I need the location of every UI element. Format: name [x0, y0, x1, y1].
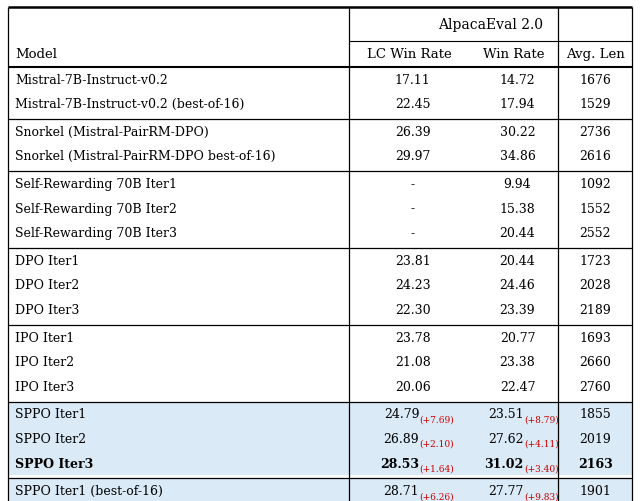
- Text: 23.38: 23.38: [500, 356, 535, 368]
- Text: (+4.11): (+4.11): [524, 439, 559, 448]
- Text: 24.23: 24.23: [395, 279, 431, 292]
- Text: 20.44: 20.44: [500, 255, 535, 267]
- Text: 22.47: 22.47: [500, 380, 535, 393]
- Text: 27.62: 27.62: [488, 432, 524, 445]
- Text: 28.71: 28.71: [383, 484, 419, 497]
- Text: 1552: 1552: [579, 202, 611, 215]
- Text: 22.30: 22.30: [395, 304, 431, 316]
- Text: 14.72: 14.72: [500, 74, 535, 86]
- Text: Avg. Len: Avg. Len: [566, 48, 625, 61]
- Text: 26.89: 26.89: [383, 432, 419, 445]
- Text: (+8.79): (+8.79): [524, 415, 559, 423]
- Text: -: -: [411, 178, 415, 190]
- Text: 29.97: 29.97: [395, 150, 431, 163]
- Text: 1901: 1901: [579, 484, 611, 497]
- Text: Self-Rewarding 70B Iter3: Self-Rewarding 70B Iter3: [15, 227, 177, 239]
- Text: 2552: 2552: [579, 227, 611, 239]
- Text: 23.78: 23.78: [395, 331, 431, 344]
- Text: LC Win Rate: LC Win Rate: [367, 48, 452, 61]
- Text: 1855: 1855: [579, 408, 611, 420]
- Text: 30.22: 30.22: [500, 126, 535, 138]
- Text: 2189: 2189: [579, 304, 611, 316]
- Text: IPO Iter2: IPO Iter2: [15, 356, 74, 368]
- Text: IPO Iter3: IPO Iter3: [15, 380, 75, 393]
- Text: 1723: 1723: [579, 255, 611, 267]
- Text: Mistral-7B-Instruct-v0.2: Mistral-7B-Instruct-v0.2: [15, 74, 168, 86]
- Text: 17.94: 17.94: [500, 98, 535, 111]
- Text: SPPO Iter3: SPPO Iter3: [15, 457, 93, 469]
- Text: DPO Iter1: DPO Iter1: [15, 255, 80, 267]
- Text: 2736: 2736: [579, 126, 611, 138]
- Text: 2163: 2163: [578, 457, 612, 469]
- Text: SPPO Iter1: SPPO Iter1: [15, 408, 86, 420]
- Text: 24.79: 24.79: [384, 408, 419, 420]
- Text: IPO Iter1: IPO Iter1: [15, 331, 75, 344]
- Text: Win Rate: Win Rate: [483, 48, 545, 61]
- Text: 1676: 1676: [579, 74, 611, 86]
- Text: Snorkel (Mistral-PairRM-DPO): Snorkel (Mistral-PairRM-DPO): [15, 126, 209, 138]
- Text: 24.46: 24.46: [500, 279, 535, 292]
- Text: 1529: 1529: [579, 98, 611, 111]
- Text: 20.77: 20.77: [500, 331, 535, 344]
- Text: 1693: 1693: [579, 331, 611, 344]
- Text: 23.39: 23.39: [500, 304, 535, 316]
- Text: -: -: [411, 227, 415, 239]
- Text: 17.11: 17.11: [395, 74, 431, 86]
- Text: (+7.69): (+7.69): [419, 415, 454, 423]
- Text: SPPO Iter2: SPPO Iter2: [15, 432, 86, 445]
- Text: 20.06: 20.06: [395, 380, 431, 393]
- Text: 15.38: 15.38: [500, 202, 535, 215]
- Text: DPO Iter3: DPO Iter3: [15, 304, 80, 316]
- Text: (+9.83): (+9.83): [524, 491, 559, 500]
- Text: Self-Rewarding 70B Iter2: Self-Rewarding 70B Iter2: [15, 202, 177, 215]
- Text: (+3.40): (+3.40): [524, 464, 559, 472]
- Text: 28.53: 28.53: [380, 457, 419, 469]
- Text: Snorkel (Mistral-PairRM-DPO best-of-16): Snorkel (Mistral-PairRM-DPO best-of-16): [15, 150, 276, 163]
- Text: 27.77: 27.77: [488, 484, 524, 497]
- Text: AlpacaEval 2.0: AlpacaEval 2.0: [438, 18, 543, 32]
- Text: -: -: [411, 202, 415, 215]
- Text: 21.08: 21.08: [395, 356, 431, 368]
- Text: 26.39: 26.39: [395, 126, 431, 138]
- Text: 23.81: 23.81: [395, 255, 431, 267]
- Text: 23.51: 23.51: [488, 408, 524, 420]
- Text: 2019: 2019: [579, 432, 611, 445]
- Text: 2028: 2028: [579, 279, 611, 292]
- Text: (+2.10): (+2.10): [419, 439, 454, 448]
- Text: 34.86: 34.86: [499, 150, 536, 163]
- Text: 22.45: 22.45: [395, 98, 431, 111]
- Text: 2760: 2760: [579, 380, 611, 393]
- Text: 31.02: 31.02: [484, 457, 524, 469]
- Text: DPO Iter2: DPO Iter2: [15, 279, 79, 292]
- Bar: [8, 478, 632, 501]
- Text: Self-Rewarding 70B Iter1: Self-Rewarding 70B Iter1: [15, 178, 177, 190]
- Text: 2660: 2660: [579, 356, 611, 368]
- Text: 2616: 2616: [579, 150, 611, 163]
- Text: 9.94: 9.94: [504, 178, 531, 190]
- Text: 20.44: 20.44: [500, 227, 535, 239]
- Bar: [8, 402, 632, 475]
- Text: (+6.26): (+6.26): [419, 491, 454, 500]
- Text: Mistral-7B-Instruct-v0.2 (best-of-16): Mistral-7B-Instruct-v0.2 (best-of-16): [15, 98, 244, 111]
- Text: (+1.64): (+1.64): [419, 464, 454, 472]
- Text: SPPO Iter1 (best-of-16): SPPO Iter1 (best-of-16): [15, 484, 163, 497]
- Text: Model: Model: [15, 48, 58, 61]
- Text: 1092: 1092: [579, 178, 611, 190]
